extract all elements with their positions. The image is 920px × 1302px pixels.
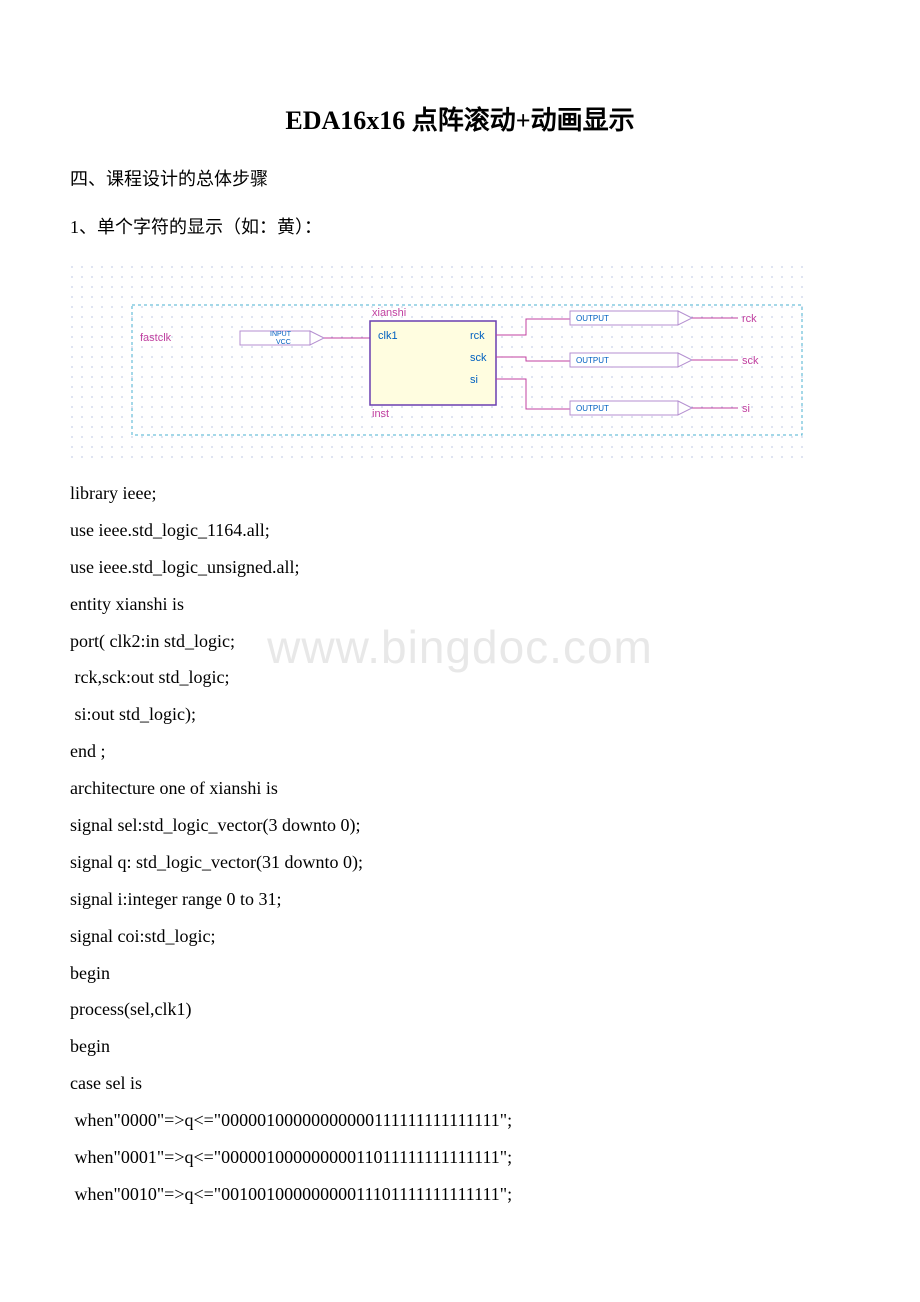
svg-text:inst: inst — [372, 408, 389, 420]
code-line: library ieee; — [70, 475, 850, 512]
page-title: EDA16x16 点阵滚动+动画显示 — [70, 100, 850, 137]
svg-text:si: si — [470, 374, 478, 386]
code-line: use ieee.std_logic_1164.all; — [70, 512, 850, 549]
svg-text:xianshi: xianshi — [372, 307, 406, 319]
code-line: process(sel,clk1) — [70, 991, 850, 1028]
svg-text:clk1: clk1 — [378, 330, 398, 342]
code-line: begin — [70, 1028, 850, 1065]
step-1-label: 1、单个字符的显示（如：黄）： — [70, 213, 850, 239]
svg-text:OUTPUT: OUTPUT — [576, 356, 609, 365]
svg-text:VCC: VCC — [276, 339, 291, 346]
svg-text:rck: rck — [742, 313, 757, 325]
code-line: entity xianshi is — [70, 586, 850, 623]
code-line: use ieee.std_logic_unsigned.all; — [70, 549, 850, 586]
code-line: case sel is — [70, 1065, 850, 1102]
svg-text:si: si — [742, 403, 750, 415]
section-heading: 四、课程设计的总体步骤 — [70, 165, 850, 191]
code-line: when"0001"=>q<="000001000000000110111111… — [70, 1139, 850, 1176]
svg-text:OUTPUT: OUTPUT — [576, 404, 609, 413]
schematic-diagram: fastclk INPUTVCC xianshi inst clk1 rck sck si OU… — [70, 261, 810, 461]
code-line: signal i:integer range 0 to 31; — [70, 881, 850, 918]
svg-text:fastclk: fastclk — [140, 332, 172, 344]
schematic-svg: fastclk INPUTVCC xianshi inst clk1 rck sck si OU… — [70, 261, 810, 461]
code-line: port( clk2:in std_logic; — [70, 623, 850, 660]
code-line: rck,sck:out std_logic; — [70, 659, 850, 696]
code-line: architecture one of xianshi is — [70, 770, 850, 807]
svg-text:OUTPUT: OUTPUT — [576, 314, 609, 323]
code-line: when"0000"=>q<="000001000000000001111111… — [70, 1102, 850, 1139]
code-line: signal sel:std_logic_vector(3 downto 0); — [70, 807, 850, 844]
code-line: end ; — [70, 733, 850, 770]
code-line: signal q: std_logic_vector(31 downto 0); — [70, 844, 850, 881]
svg-text:rck: rck — [470, 330, 485, 342]
code-line: begin — [70, 955, 850, 992]
vhdl-code-block: library ieee;use ieee.std_logic_1164.all… — [70, 475, 850, 1213]
code-line: si:out std_logic); — [70, 696, 850, 733]
code-line: signal coi:std_logic; — [70, 918, 850, 955]
svg-text:sck: sck — [742, 355, 759, 367]
svg-text:INPUT: INPUT — [270, 331, 292, 338]
svg-text:sck: sck — [470, 352, 487, 364]
code-line: when"0010"=>q<="001001000000000111011111… — [70, 1176, 850, 1213]
